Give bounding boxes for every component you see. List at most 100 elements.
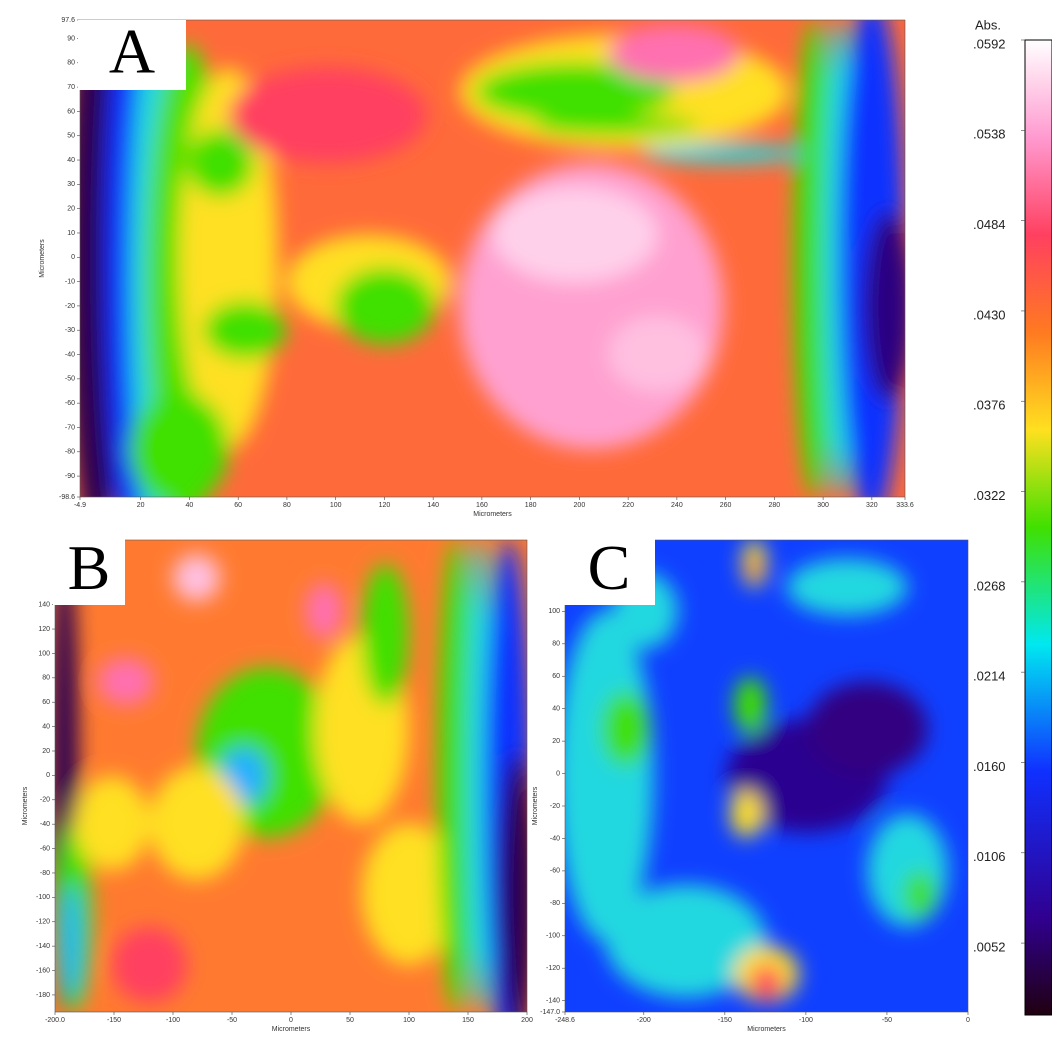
x-tick-label: -4.9 xyxy=(74,502,86,509)
x-tick-label: -200 xyxy=(637,1017,651,1024)
y-tick-label: 40 xyxy=(67,157,75,164)
y-tick-label: 20 xyxy=(552,738,560,745)
y-tick-label: -20 xyxy=(550,803,560,810)
y-tick-label: -20 xyxy=(65,303,75,310)
x-tick-label: 120 xyxy=(379,502,391,509)
heatmap-blob xyxy=(734,677,766,734)
y-tick-label: 97.6 xyxy=(61,17,75,24)
heatmap-blob xyxy=(807,682,928,776)
x-tick-label: -150 xyxy=(107,1017,121,1024)
colorbar-tick-label: .0160 xyxy=(973,759,1006,774)
y-tick-label: -40 xyxy=(550,835,560,842)
x-tick-label: 40 xyxy=(186,502,194,509)
colorbar-tick-label: .0106 xyxy=(973,849,1006,864)
colorbar-tick-label: .0214 xyxy=(973,669,1006,684)
heatmap-blob xyxy=(229,68,427,163)
y-tick-label: 40 xyxy=(552,706,560,713)
y-tick-label: -60 xyxy=(550,868,560,875)
y-axis-title: Micrometers xyxy=(22,786,29,825)
colorbar-tick-label: .0268 xyxy=(973,578,1006,593)
y-axis-title: Micrometers xyxy=(532,786,539,825)
x-tick-label: 100 xyxy=(403,1017,415,1024)
heatmap-blob xyxy=(493,187,658,282)
x-tick-label: 280 xyxy=(769,502,781,509)
heatmap-blob xyxy=(904,870,936,917)
heatmap-blob xyxy=(62,885,81,998)
y-tick-label: 80 xyxy=(552,641,560,648)
heatmap-blob xyxy=(97,658,154,705)
y-tick-label: -160 xyxy=(36,967,50,974)
y-tick-label: -180 xyxy=(36,992,50,999)
colorbar-title: Abs. xyxy=(975,17,1001,32)
y-tick-label: 120 xyxy=(38,626,50,633)
heatmap-blob xyxy=(204,301,287,358)
colorbar-tick-label: .0376 xyxy=(973,398,1006,413)
heatmap-blob xyxy=(608,25,740,82)
x-tick-label: -150 xyxy=(718,1017,732,1024)
colorbar-tick-label: .0430 xyxy=(973,307,1006,322)
x-tick-label: 60 xyxy=(234,502,242,509)
x-tick-label: 200 xyxy=(521,1017,533,1024)
heatmap-blob xyxy=(74,776,150,870)
y-axis-title: Micrometers xyxy=(39,239,46,278)
colorbar-tick-label: .0592 xyxy=(973,36,1006,51)
x-tick-label: 300 xyxy=(817,502,829,509)
panel-label: A xyxy=(109,16,155,87)
heatmap-blob xyxy=(750,965,782,1003)
figure: Abs. -4.92040608010012014016018020022024… xyxy=(0,0,1052,1040)
x-tick-label: 150 xyxy=(462,1017,474,1024)
y-tick-label: 0 xyxy=(46,772,50,779)
x-tick-label: 333.6 xyxy=(896,502,914,509)
heatmap-blob xyxy=(130,392,229,506)
heatmap-blob xyxy=(336,268,435,344)
y-tick-label: -120 xyxy=(36,919,50,926)
y-tick-label: -80 xyxy=(550,900,560,907)
y-tick-label: 70 xyxy=(67,84,75,91)
y-tick-label: 10 xyxy=(67,230,75,237)
x-tick-label: 260 xyxy=(720,502,732,509)
y-tick-label: -140 xyxy=(546,997,560,1004)
y-tick-label: -140 xyxy=(36,943,50,950)
x-tick-label: 320 xyxy=(866,502,878,509)
x-axis-title: Micrometers xyxy=(747,1026,786,1033)
x-tick-label: 50 xyxy=(346,1017,354,1024)
y-tick-label: -147.0 xyxy=(540,1009,560,1016)
x-tick-label: -100 xyxy=(799,1017,813,1024)
heatmap-blob xyxy=(305,582,343,639)
colorbar-tick-label: .0052 xyxy=(973,940,1006,955)
y-tick-label: -98.6 xyxy=(59,494,75,501)
x-tick-label: 220 xyxy=(622,502,634,509)
y-tick-label: 0 xyxy=(71,254,75,261)
heatmap xyxy=(50,540,536,1040)
heatmap-blob xyxy=(149,767,243,880)
heatmap-blob xyxy=(748,559,760,578)
heatmap-blob xyxy=(601,691,649,767)
colorbar-tick-label: .0484 xyxy=(973,217,1006,232)
y-tick-label: -80 xyxy=(40,870,50,877)
panel-label: C xyxy=(588,532,631,603)
y-tick-label: 60 xyxy=(42,699,50,706)
heatmap-blob xyxy=(534,115,699,134)
y-tick-label: 100 xyxy=(38,650,50,657)
y-tick-label: -40 xyxy=(65,351,75,358)
y-tick-label: 40 xyxy=(42,723,50,730)
y-tick-label: 80 xyxy=(67,60,75,67)
y-tick-label: -60 xyxy=(65,400,75,407)
x-tick-label: 140 xyxy=(427,502,439,509)
y-tick-label: 60 xyxy=(67,108,75,115)
x-tick-label: 200 xyxy=(574,502,586,509)
x-tick-label: 100 xyxy=(330,502,342,509)
y-tick-label: 80 xyxy=(42,675,50,682)
x-tick-label: -50 xyxy=(882,1017,892,1024)
heatmap-blob xyxy=(641,144,806,163)
x-tick-label: 160 xyxy=(476,502,488,509)
heatmap-blob xyxy=(362,564,409,706)
x-tick-label: -200.0 xyxy=(45,1017,65,1024)
y-tick-label: 50 xyxy=(67,133,75,140)
y-tick-label: -90 xyxy=(65,473,75,480)
colorbar-tick-label: .0538 xyxy=(973,127,1006,142)
colorbar-tick-label: .0322 xyxy=(973,488,1006,503)
x-tick-label: 240 xyxy=(671,502,683,509)
y-tick-label: -40 xyxy=(40,821,50,828)
heatmap xyxy=(557,540,968,1012)
